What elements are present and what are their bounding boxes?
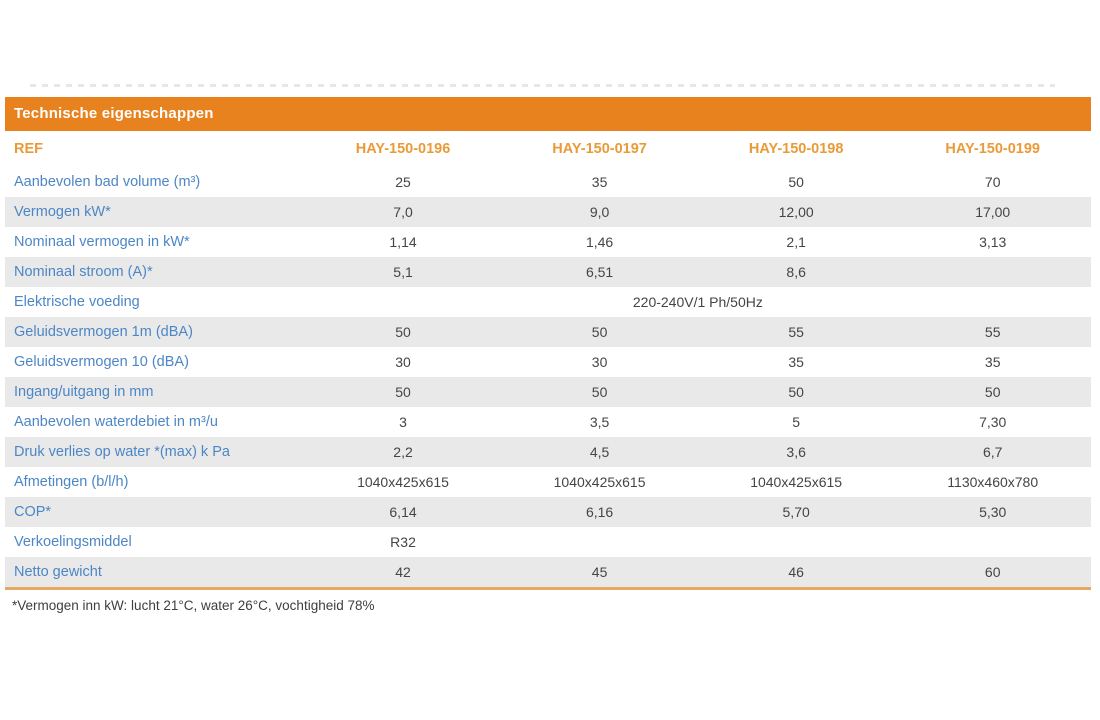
row-value: 2,2 <box>393 444 413 460</box>
row-label: Nominaal stroom (A)* <box>14 264 153 280</box>
row-value: 7,0 <box>393 204 413 220</box>
table-row: Ingang/uitgang in mm 50 50 50 50 <box>5 377 1091 407</box>
row-value: 5,1 <box>393 264 413 280</box>
spec-table: REF HAY-150-0196 HAY-150-0197 HAY-150-01… <box>5 131 1091 587</box>
table-row: COP* 6,14 6,16 5,70 5,30 <box>5 497 1091 527</box>
technical-specifications-table: Technische eigenschappen REF HAY-150-019… <box>5 97 1091 613</box>
row-value: 50 <box>591 324 608 340</box>
table-row: Verkoelingsmiddel R32 <box>5 527 1091 557</box>
row-label: COP* <box>14 504 52 520</box>
row-value: 1040x425x615 <box>750 474 843 490</box>
row-value: 6,14 <box>389 504 417 520</box>
row-value: 46 <box>788 564 804 580</box>
row-value: 42 <box>395 564 411 580</box>
row-label: Geluidsvermogen 10 (dBA) <box>14 354 189 370</box>
row-value: R32 <box>390 534 416 550</box>
row-value: 3,6 <box>786 444 806 460</box>
row-value: 1,14 <box>389 234 417 250</box>
row-value: 30 <box>395 354 411 370</box>
row-value: 50 <box>984 384 1001 400</box>
table-row: Netto gewicht 42 45 46 60 <box>5 557 1091 587</box>
ref-header-label: REF <box>14 141 43 157</box>
row-label: Ingang/uitgang in mm <box>14 384 154 400</box>
row-value: 1040x425x615 <box>357 474 449 490</box>
decorative-dashed-separator <box>30 84 1055 87</box>
table-header-row: REF HAY-150-0196 HAY-150-0197 HAY-150-01… <box>5 131 1091 167</box>
row-label: Afmetingen (b/l/h) <box>14 474 129 490</box>
table-row: Druk verlies op water *(max) k Pa 2,2 4,5 3… <box>5 437 1091 467</box>
row-value: 30 <box>591 354 608 370</box>
row-label: Aanbevolen bad volume (m³) <box>14 174 201 190</box>
column-header: HAY-150-0197 <box>552 141 647 157</box>
table-row: Aanbevolen bad volume (m³) 25 35 50 70 <box>5 167 1091 197</box>
table-title-bar: Technische eigenschappen <box>5 97 1091 131</box>
table-row: Aanbevolen waterdebiet in m³/u 3 3,5 5 7,30 <box>5 407 1091 437</box>
row-value: 50 <box>395 324 411 340</box>
row-value: 3 <box>399 414 407 430</box>
table-row: Nominaal vermogen in kW* 1,14 1,46 2,1 3,13 <box>5 227 1091 257</box>
row-value <box>894 257 1091 287</box>
row-value <box>501 527 698 557</box>
row-value: 12,00 <box>778 204 814 220</box>
row-value: 35 <box>788 354 804 370</box>
row-value: 55 <box>788 324 804 340</box>
row-label: Druk verlies op water *(max) k Pa <box>14 444 230 460</box>
row-value: 25 <box>395 174 411 190</box>
row-label: Geluidsvermogen 1m (dBA) <box>14 324 193 340</box>
row-value <box>894 527 1091 557</box>
row-label: Aanbevolen waterdebiet in m³/u <box>14 414 218 430</box>
row-value: 4,5 <box>589 444 610 460</box>
column-header: HAY-150-0196 <box>355 141 451 157</box>
row-value: 55 <box>984 324 1001 340</box>
table-row: Nominaal stroom (A)* 5,1 6,51 8,6 <box>5 257 1091 287</box>
row-value: 3,5 <box>589 414 610 430</box>
row-value: 17,00 <box>975 204 1011 220</box>
row-value: 45 <box>591 564 608 580</box>
row-value <box>698 527 895 557</box>
row-value: 50 <box>591 384 608 400</box>
row-value: 2,1 <box>786 234 806 250</box>
row-label: Verkoelingsmiddel <box>14 534 132 550</box>
row-value-merged: 220-240V/1 Ph/50Hz <box>632 294 763 310</box>
row-value: 9,0 <box>589 204 610 220</box>
table-row: Afmetingen (b/l/h) 1040x425x615 1040x425x6… <box>5 467 1091 497</box>
row-value: 50 <box>788 384 804 400</box>
row-label: Elektrische voeding <box>14 294 140 310</box>
row-value: 6,51 <box>585 264 614 280</box>
table-row: Geluidsvermogen 10 (dBA) 30 30 35 35 <box>5 347 1091 377</box>
row-value: 3,13 <box>979 234 1007 250</box>
row-value: 35 <box>591 174 608 190</box>
row-value: 6,16 <box>585 504 614 520</box>
row-value: 1130x460x780 <box>947 474 1039 490</box>
row-value: 50 <box>788 174 804 190</box>
row-value: 60 <box>984 564 1001 580</box>
table-row: Vermogen kW* 7,0 9,0 12,00 17,00 <box>5 197 1091 227</box>
row-value: 5,30 <box>979 504 1007 520</box>
row-value: 50 <box>395 384 411 400</box>
row-value: 7,30 <box>979 414 1007 430</box>
row-label: Vermogen kW* <box>14 204 111 220</box>
column-header: HAY-150-0199 <box>945 141 1040 157</box>
row-label: Netto gewicht <box>14 564 102 580</box>
table-bottom-border <box>5 587 1091 590</box>
row-value: 35 <box>984 354 1001 370</box>
row-value: 1040x425x615 <box>553 474 646 490</box>
footnote: *Vermogen inn kW: lucht 21°C, water 26°C… <box>12 598 375 613</box>
row-value: 5 <box>792 414 801 430</box>
row-value: 5,70 <box>782 504 810 520</box>
row-value: 1,46 <box>585 234 614 250</box>
row-value: 8,6 <box>786 264 806 280</box>
column-header: HAY-150-0198 <box>748 141 844 157</box>
table-row: Elektrische voeding 220-240V/1 Ph/50Hz <box>5 287 1091 317</box>
row-label: Nominaal vermogen in kW* <box>14 234 190 250</box>
row-value: 70 <box>984 174 1001 190</box>
row-value: 6,7 <box>982 444 1003 460</box>
table-row: Geluidsvermogen 1m (dBA) 50 50 55 55 <box>5 317 1091 347</box>
